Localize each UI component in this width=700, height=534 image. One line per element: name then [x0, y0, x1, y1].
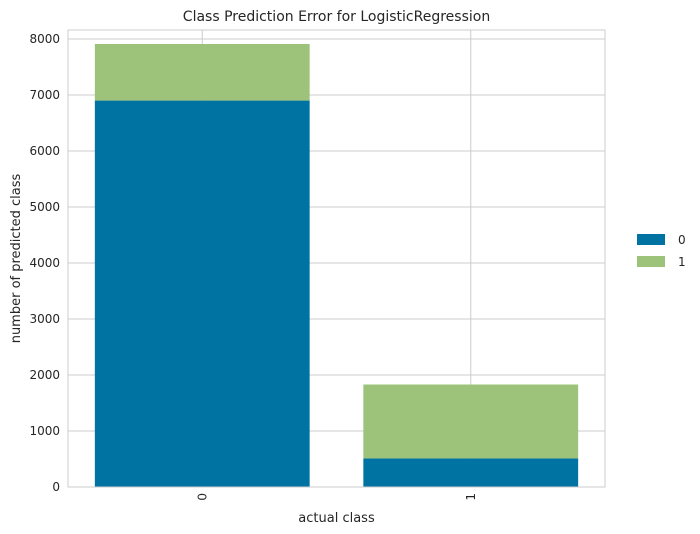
y-tick-label: 6000 [29, 144, 60, 158]
y-tick-label: 4000 [29, 256, 60, 270]
y-tick-label: 8000 [29, 32, 60, 46]
bar-1-series-0 [363, 458, 579, 487]
legend-swatch-0 [637, 234, 665, 245]
legend: 01 [637, 233, 686, 269]
bars [94, 44, 579, 488]
chart-title: Class Prediction Error for LogisticRegre… [183, 9, 490, 25]
y-tick-label: 7000 [29, 88, 60, 102]
y-tick-label: 0 [52, 480, 60, 494]
bar-1-series-1 [363, 384, 579, 459]
bar-0-series-1 [94, 44, 310, 101]
y-tick-label: 3000 [29, 312, 60, 326]
x-axis-label: actual class [298, 511, 375, 526]
bar-0-series-0 [94, 100, 310, 488]
y-tick-label: 1000 [29, 424, 60, 438]
y-tick-label: 5000 [29, 200, 60, 214]
plot-frame [67, 29, 606, 488]
x-tick-label: 0 [195, 493, 209, 501]
y-axis-label: number of predicted class [9, 173, 24, 343]
legend-label-0: 0 [678, 233, 686, 247]
y-tick-label: 2000 [29, 368, 60, 382]
y-axis-ticks: 0 1000 2000 3000 4000 5000 6000 7000 8000 [29, 32, 60, 494]
legend-swatch-1 [637, 256, 665, 267]
x-tick-label: 1 [464, 493, 478, 501]
legend-label-1: 1 [678, 255, 686, 269]
